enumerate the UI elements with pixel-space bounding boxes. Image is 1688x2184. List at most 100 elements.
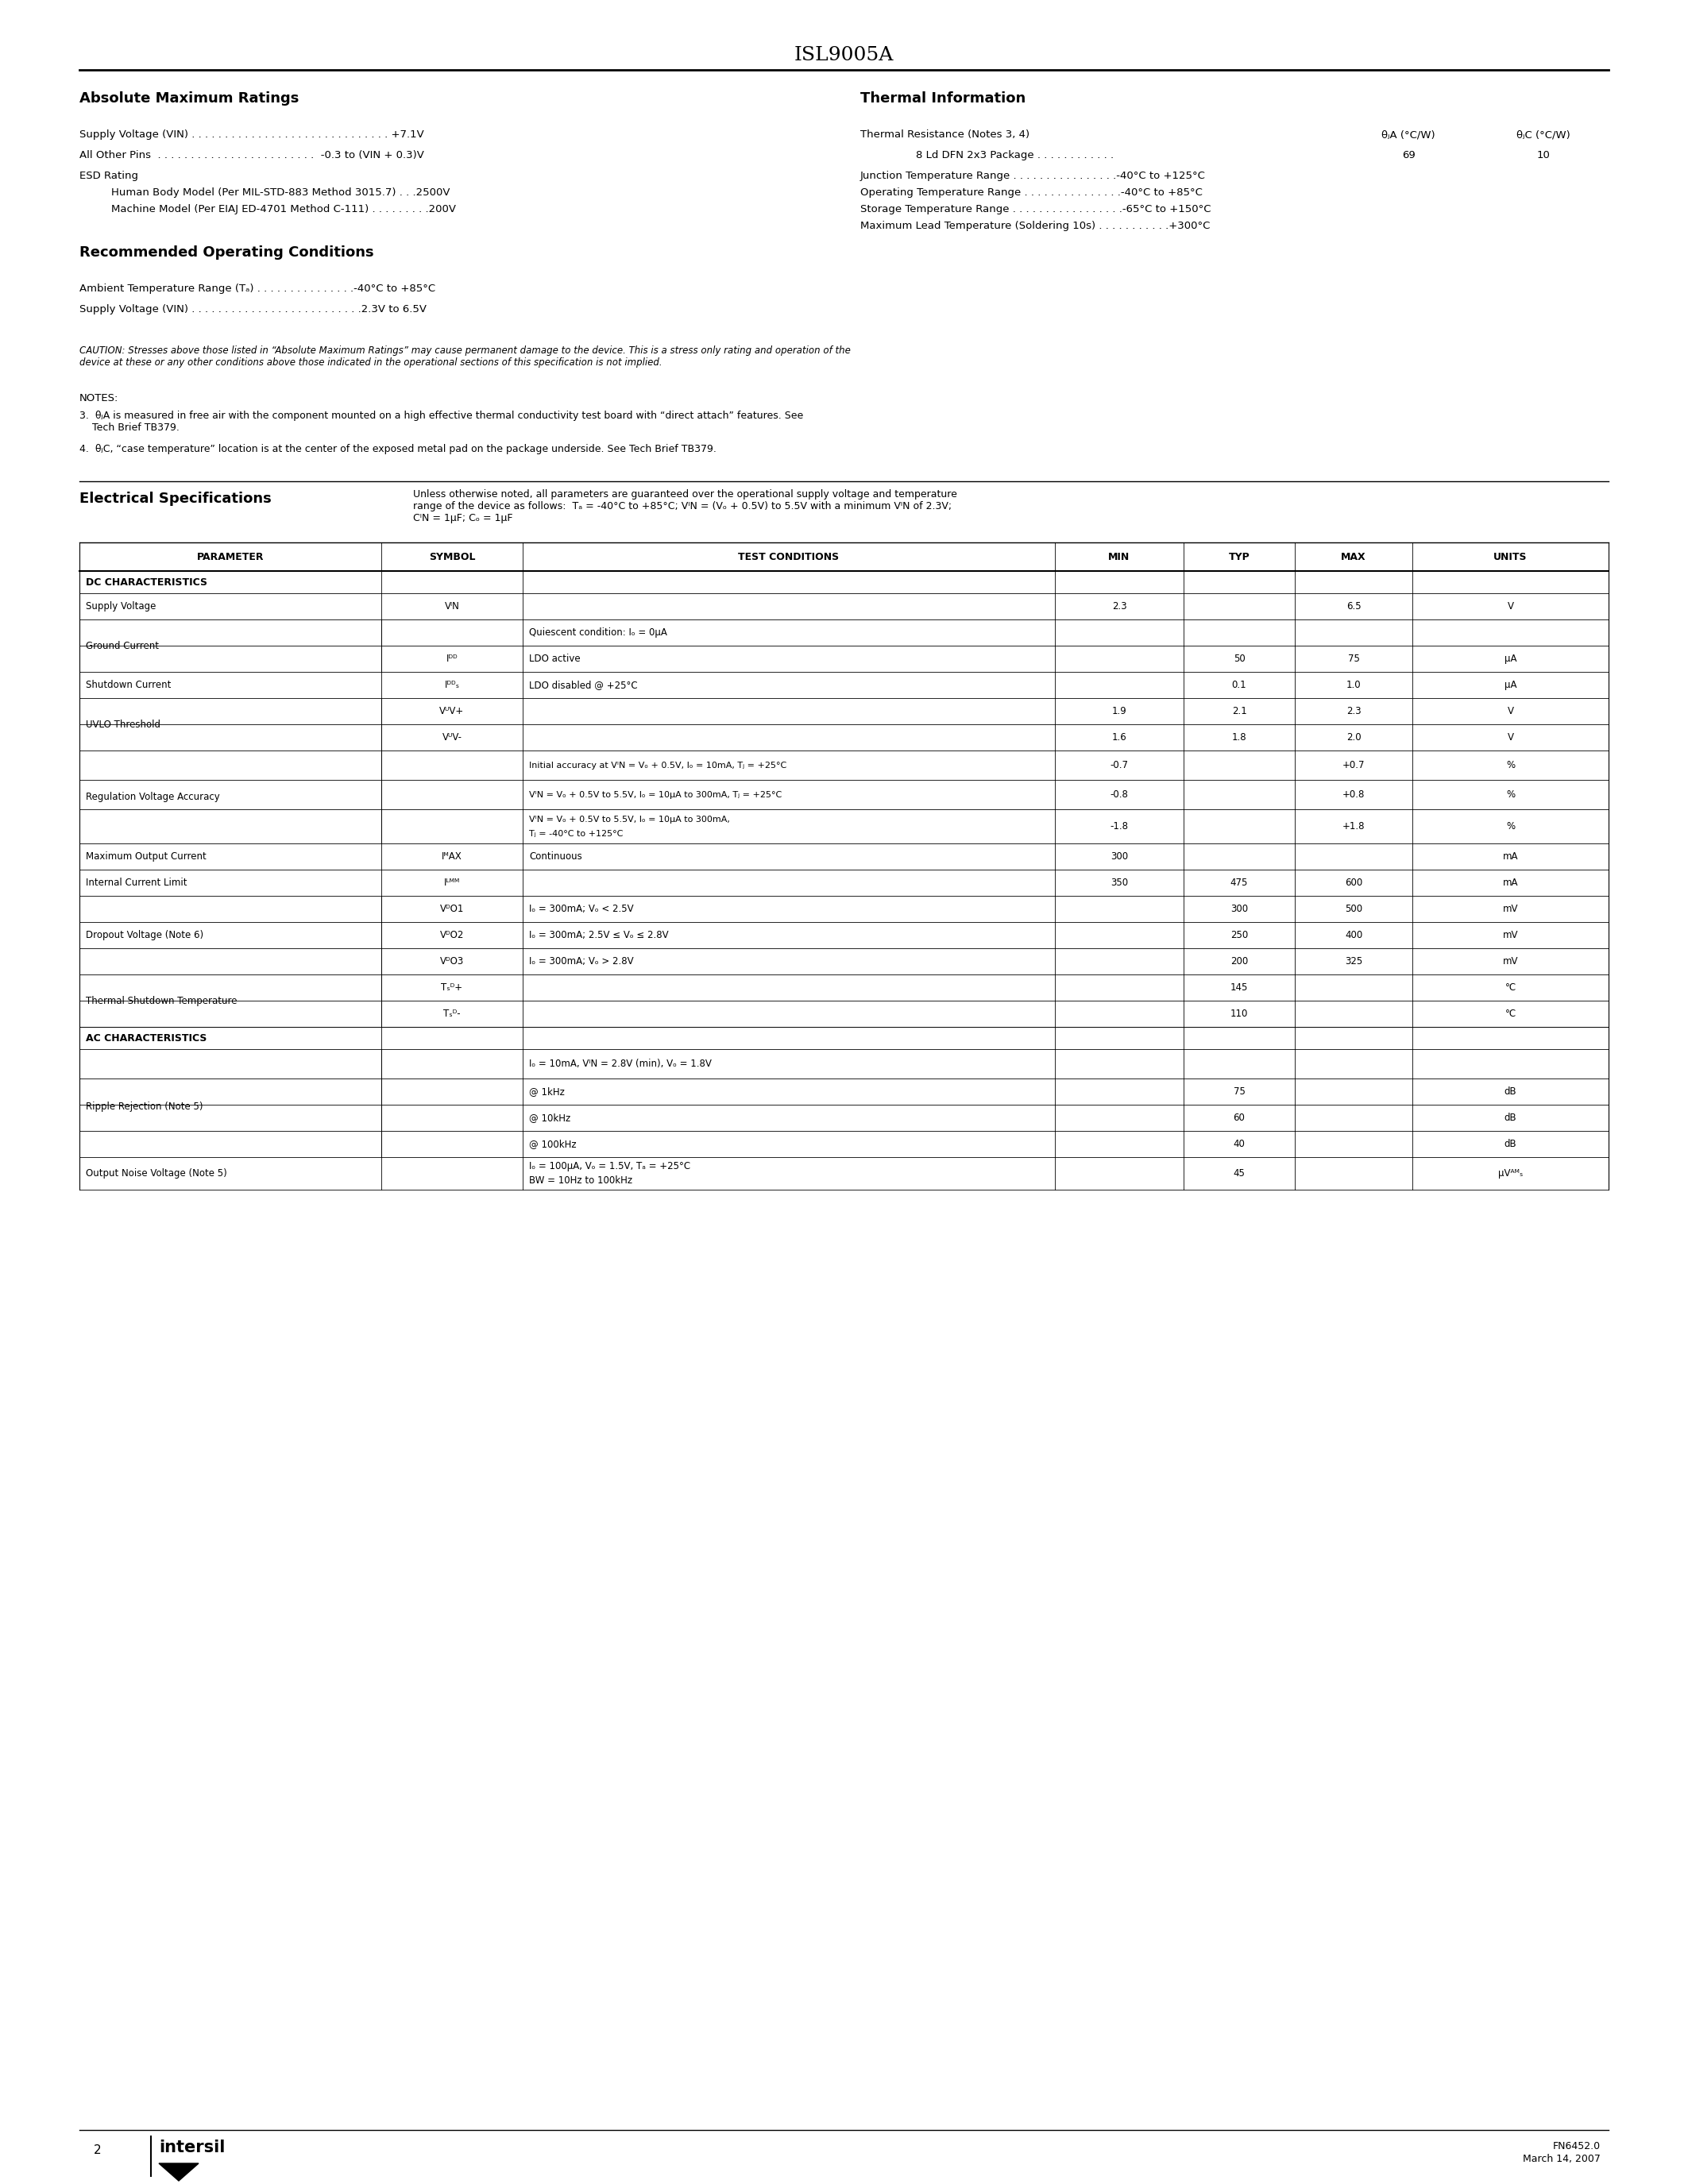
Text: 145: 145 xyxy=(1231,983,1247,994)
Text: dB: dB xyxy=(1504,1138,1518,1149)
Text: Internal Current Limit: Internal Current Limit xyxy=(86,878,187,889)
Text: 500: 500 xyxy=(1345,904,1362,915)
Text: Iₒ = 300mA; 2.5V ≤ Vₒ ≤ 2.8V: Iₒ = 300mA; 2.5V ≤ Vₒ ≤ 2.8V xyxy=(528,930,668,941)
Text: 75: 75 xyxy=(1347,653,1359,664)
Text: V: V xyxy=(1507,732,1514,743)
Text: 1.0: 1.0 xyxy=(1347,679,1361,690)
Text: Regulation Voltage Accuracy: Regulation Voltage Accuracy xyxy=(86,793,219,802)
Text: 69: 69 xyxy=(1401,151,1415,159)
Text: 2.1: 2.1 xyxy=(1232,705,1247,716)
Text: All Other Pins  . . . . . . . . . . . . . . . . . . . . . . . .  -0.3 to (VIN + : All Other Pins . . . . . . . . . . . . .… xyxy=(79,151,424,159)
Text: μA: μA xyxy=(1504,679,1516,690)
Text: LDO disabled @ +25°C: LDO disabled @ +25°C xyxy=(528,679,638,690)
Text: 325: 325 xyxy=(1345,957,1362,968)
Text: intersil: intersil xyxy=(159,2140,225,2156)
Text: Supply Voltage: Supply Voltage xyxy=(86,601,155,612)
Text: 350: 350 xyxy=(1111,878,1128,889)
Text: 60: 60 xyxy=(1234,1112,1246,1123)
Text: Machine Model (Per EIAJ ED-4701 Method C-111) . . . . . . . . .200V: Machine Model (Per EIAJ ED-4701 Method C… xyxy=(111,203,456,214)
Text: Ambient Temperature Range (Tₐ) . . . . . . . . . . . . . . .-40°C to +85°C: Ambient Temperature Range (Tₐ) . . . . .… xyxy=(79,284,436,295)
Text: UNITS: UNITS xyxy=(1494,553,1528,561)
Text: -0.8: -0.8 xyxy=(1111,788,1128,799)
Text: Iₒ = 10mA, VᴵN = 2.8V (min), Vₒ = 1.8V: Iₒ = 10mA, VᴵN = 2.8V (min), Vₒ = 1.8V xyxy=(528,1059,712,1068)
Text: μVᴬᴹₛ: μVᴬᴹₛ xyxy=(1497,1168,1523,1179)
Text: Human Body Model (Per MIL-STD-883 Method 3015.7) . . .2500V: Human Body Model (Per MIL-STD-883 Method… xyxy=(111,188,451,199)
Text: %: % xyxy=(1506,821,1514,832)
Text: 400: 400 xyxy=(1345,930,1362,941)
Text: V: V xyxy=(1507,601,1514,612)
Text: Junction Temperature Range . . . . . . . . . . . . . . . .-40°C to +125°C: Junction Temperature Range . . . . . . .… xyxy=(861,170,1205,181)
Text: 600: 600 xyxy=(1345,878,1362,889)
Text: Initial accuracy at VᴵN = Vₒ + 0.5V, Iₒ = 10mA, Tⱼ = +25°C: Initial accuracy at VᴵN = Vₒ + 0.5V, Iₒ … xyxy=(528,762,787,769)
Text: Iₒ = 100μA, Vₒ = 1.5V, Tₐ = +25°C: Iₒ = 100μA, Vₒ = 1.5V, Tₐ = +25°C xyxy=(528,1162,690,1171)
Text: MIN: MIN xyxy=(1109,553,1129,561)
Text: VᴰO1: VᴰO1 xyxy=(441,904,464,915)
Text: PARAMETER: PARAMETER xyxy=(197,553,263,561)
Text: MAX: MAX xyxy=(1340,553,1366,561)
Text: Storage Temperature Range . . . . . . . . . . . . . . . . .-65°C to +150°C: Storage Temperature Range . . . . . . . … xyxy=(861,203,1210,214)
Text: Quiescent condition: Iₒ = 0μA: Quiescent condition: Iₒ = 0μA xyxy=(528,627,667,638)
Text: VᴰO2: VᴰO2 xyxy=(441,930,464,941)
Text: Thermal Resistance (Notes 3, 4): Thermal Resistance (Notes 3, 4) xyxy=(861,129,1030,140)
Text: Dropout Voltage (Note 6): Dropout Voltage (Note 6) xyxy=(86,930,204,941)
Text: 2.3: 2.3 xyxy=(1112,601,1126,612)
Text: 475: 475 xyxy=(1231,878,1247,889)
Text: @ 1kHz: @ 1kHz xyxy=(528,1085,565,1096)
Text: Tₛᴰ-: Tₛᴰ- xyxy=(444,1009,461,1020)
Text: FN6452.0: FN6452.0 xyxy=(1553,2140,1600,2151)
Text: DC CHARACTERISTICS: DC CHARACTERISTICS xyxy=(86,577,208,587)
Text: @ 10kHz: @ 10kHz xyxy=(528,1112,571,1123)
Text: +1.8: +1.8 xyxy=(1342,821,1366,832)
Text: Supply Voltage (VIN) . . . . . . . . . . . . . . . . . . . . . . . . . .2.3V to : Supply Voltage (VIN) . . . . . . . . . .… xyxy=(79,304,427,314)
Text: 4.  θⱼC, “case temperature” location is at the center of the exposed metal pad o: 4. θⱼC, “case temperature” location is a… xyxy=(79,443,716,454)
Text: Maximum Output Current: Maximum Output Current xyxy=(86,852,206,863)
Text: 300: 300 xyxy=(1111,852,1128,863)
Text: +0.7: +0.7 xyxy=(1342,760,1366,771)
Text: %: % xyxy=(1506,788,1514,799)
Text: Operating Temperature Range . . . . . . . . . . . . . . .-40°C to +85°C: Operating Temperature Range . . . . . . … xyxy=(861,188,1202,199)
Text: TEST CONDITIONS: TEST CONDITIONS xyxy=(738,553,839,561)
Text: μA: μA xyxy=(1504,653,1516,664)
Text: mA: mA xyxy=(1502,878,1518,889)
Text: θⱼA (°C/W): θⱼA (°C/W) xyxy=(1381,129,1435,140)
Text: 8 Ld DFN 2x3 Package . . . . . . . . . . . .: 8 Ld DFN 2x3 Package . . . . . . . . . .… xyxy=(917,151,1114,159)
Text: Iₒ = 300mA; Vₒ < 2.5V: Iₒ = 300mA; Vₒ < 2.5V xyxy=(528,904,633,915)
Text: 110: 110 xyxy=(1231,1009,1247,1020)
Text: -1.8: -1.8 xyxy=(1111,821,1128,832)
Text: ISL9005A: ISL9005A xyxy=(795,46,895,63)
Text: Absolute Maximum Ratings: Absolute Maximum Ratings xyxy=(79,92,299,105)
Text: Ground Current: Ground Current xyxy=(86,640,159,651)
Text: 1.6: 1.6 xyxy=(1112,732,1126,743)
Text: mV: mV xyxy=(1502,957,1518,968)
Text: BW = 10Hz to 100kHz: BW = 10Hz to 100kHz xyxy=(528,1175,633,1186)
Text: Maximum Lead Temperature (Soldering 10s) . . . . . . . . . . .+300°C: Maximum Lead Temperature (Soldering 10s)… xyxy=(861,221,1210,232)
Text: SYMBOL: SYMBOL xyxy=(429,553,476,561)
Text: Iᴰᴰ: Iᴰᴰ xyxy=(446,653,457,664)
Text: 45: 45 xyxy=(1234,1168,1246,1179)
Text: -0.7: -0.7 xyxy=(1111,760,1128,771)
Text: 6.5: 6.5 xyxy=(1347,601,1361,612)
Text: @ 100kHz: @ 100kHz xyxy=(528,1138,576,1149)
Text: Thermal Shutdown Temperature: Thermal Shutdown Temperature xyxy=(86,996,236,1007)
Text: VᴵN = Vₒ + 0.5V to 5.5V, Iₒ = 10μA to 300mA, Tⱼ = +25°C: VᴵN = Vₒ + 0.5V to 5.5V, Iₒ = 10μA to 30… xyxy=(528,791,782,799)
Text: %: % xyxy=(1506,760,1514,771)
Text: 2.0: 2.0 xyxy=(1347,732,1361,743)
Text: IᴹAX: IᴹAX xyxy=(442,852,463,863)
Text: Tₛᴰ+: Tₛᴰ+ xyxy=(441,983,463,994)
Text: Shutdown Current: Shutdown Current xyxy=(86,679,170,690)
Text: V: V xyxy=(1507,705,1514,716)
Text: 2: 2 xyxy=(95,2145,101,2156)
Text: March 14, 2007: March 14, 2007 xyxy=(1523,2153,1600,2164)
Text: Continuous: Continuous xyxy=(528,852,582,863)
Text: 300: 300 xyxy=(1231,904,1247,915)
Text: 75: 75 xyxy=(1234,1085,1246,1096)
Text: Supply Voltage (VIN) . . . . . . . . . . . . . . . . . . . . . . . . . . . . . .: Supply Voltage (VIN) . . . . . . . . . .… xyxy=(79,129,424,140)
Text: 40: 40 xyxy=(1234,1138,1246,1149)
Text: NOTES:: NOTES: xyxy=(79,393,118,404)
Text: °C: °C xyxy=(1506,983,1516,994)
Text: 250: 250 xyxy=(1231,930,1247,941)
Text: mV: mV xyxy=(1502,930,1518,941)
Text: Iᴸᴹᴹ: Iᴸᴹᴹ xyxy=(444,878,461,889)
Text: Output Noise Voltage (Note 5): Output Noise Voltage (Note 5) xyxy=(86,1168,226,1179)
Text: Ripple Rejection (Note 5): Ripple Rejection (Note 5) xyxy=(86,1101,203,1112)
